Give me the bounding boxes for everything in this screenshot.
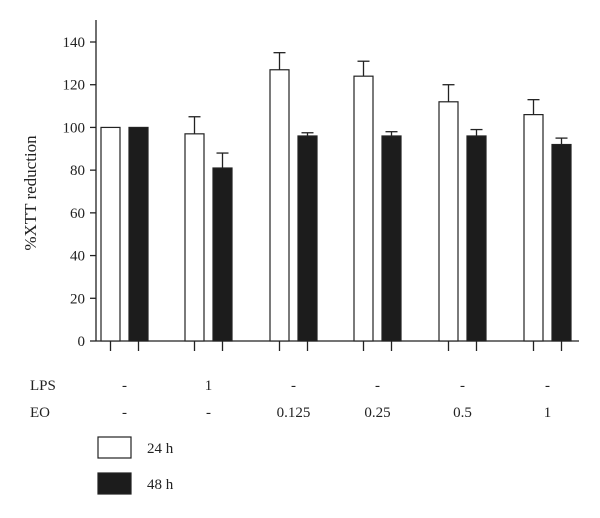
lps-value: -	[122, 378, 127, 394]
bar-48h-group-4	[381, 135, 402, 342]
lps-value: 1	[205, 378, 213, 394]
bar-48h-group-5	[466, 135, 487, 342]
y-tick-label: 80	[70, 163, 85, 179]
y-tick-label: 40	[70, 249, 85, 265]
y-axis: 0 20 40 60 80 100 120 140	[63, 20, 97, 350]
bars	[100, 52, 572, 342]
bar-24h-group-1	[100, 126, 121, 342]
y-tick-label: 0	[78, 334, 86, 350]
bar-24h-group-4	[353, 75, 374, 342]
legend-label-48h: 48 h	[147, 477, 174, 493]
bar-48h-group-2	[212, 167, 233, 342]
bar-24h-group-3	[269, 69, 290, 342]
eo-value: -	[122, 405, 127, 421]
lps-value: -	[545, 378, 550, 394]
lps-row-label: LPS	[30, 378, 56, 394]
y-axis-title: %XTT reduction	[21, 135, 40, 251]
y-tick-label: 100	[63, 120, 86, 136]
bar-24h-group-5	[438, 101, 459, 342]
bar-48h-group-1	[128, 126, 149, 342]
eo-value: 0.25	[364, 405, 390, 421]
lps-value: -	[460, 378, 465, 394]
eo-value: 0.125	[277, 405, 311, 421]
eo-value: -	[206, 405, 211, 421]
bar-24h-group-6	[523, 114, 544, 342]
y-tick-label: 120	[63, 78, 86, 94]
legend-swatch-24h	[97, 436, 132, 459]
condition-rows: LPS EO - - 1 - - 0.125 - 0.25 - 0.5 - 1	[30, 378, 551, 421]
bar-24h-group-2	[184, 133, 205, 342]
legend: 24 h 48 h	[97, 436, 174, 495]
x-axis	[96, 340, 579, 351]
y-tick-label: 60	[70, 206, 85, 222]
eo-value: 1	[544, 405, 552, 421]
legend-swatch-48h	[97, 472, 132, 495]
y-tick-label: 140	[63, 35, 86, 51]
bar-48h-group-3	[297, 135, 318, 342]
eo-value: 0.5	[453, 405, 472, 421]
legend-label-24h: 24 h	[147, 441, 174, 457]
bar-48h-group-6	[551, 143, 572, 342]
lps-value: -	[291, 378, 296, 394]
lps-value: -	[375, 378, 380, 394]
eo-row-label: EO	[30, 405, 50, 421]
y-tick-label: 20	[70, 291, 85, 307]
